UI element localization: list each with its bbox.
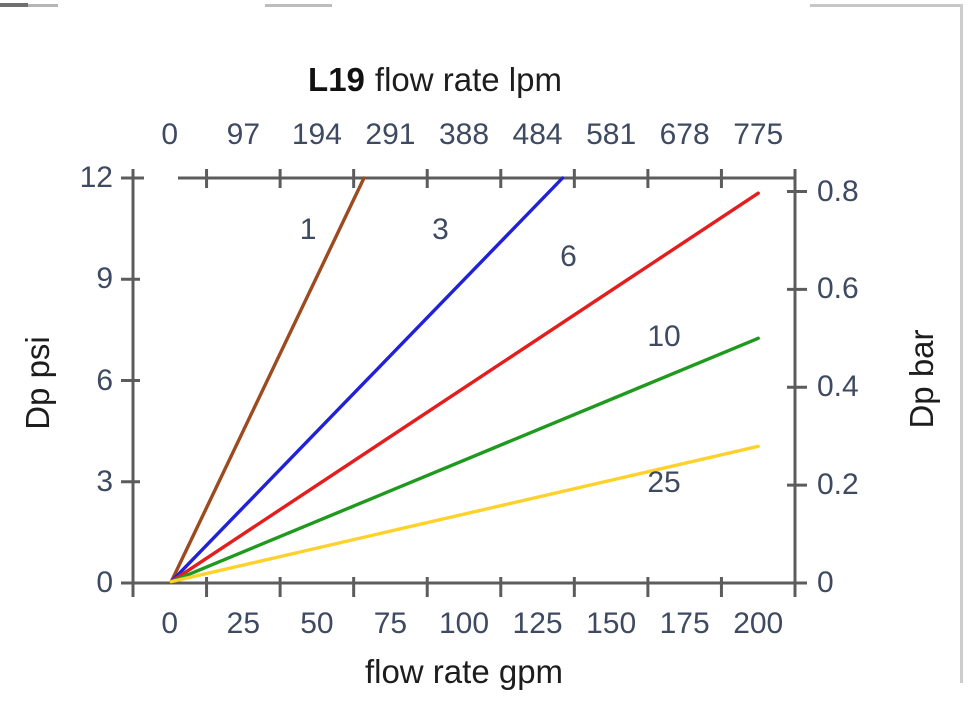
top-axis-label-194: 194 bbox=[291, 118, 342, 151]
top-axis-label-388: 388 bbox=[438, 118, 490, 151]
chart-title-text: flow rate lpm bbox=[374, 61, 562, 98]
series-label-6: 6 bbox=[560, 240, 577, 274]
series-line-1 bbox=[169, 176, 366, 584]
top-axis-label-775: 775 bbox=[733, 118, 784, 151]
top-axis-label-484: 484 bbox=[512, 118, 563, 151]
top-axis-label-581: 581 bbox=[586, 118, 637, 151]
bottom-axis-label-25: 25 bbox=[226, 607, 261, 640]
bottom-axis-label-200: 200 bbox=[733, 607, 784, 640]
left-axis-label-3: 3 bbox=[96, 464, 113, 498]
top-axis-gap bbox=[144, 174, 178, 182]
top-axis-label-97: 97 bbox=[226, 118, 261, 151]
bottom-axis-label-100: 100 bbox=[438, 607, 490, 640]
series-label-25: 25 bbox=[647, 466, 681, 500]
right-axis-label-0.6: 0.6 bbox=[817, 272, 859, 306]
top-axis-label-678: 678 bbox=[659, 118, 710, 151]
bottom-axis-label-125: 125 bbox=[512, 607, 563, 640]
window-border-top-mid bbox=[265, 4, 332, 7]
left-axis-label-0: 0 bbox=[96, 566, 113, 599]
bottom-axis-label-150: 150 bbox=[586, 607, 637, 640]
series-label-1: 1 bbox=[299, 213, 317, 247]
bottom-axis-label-50: 50 bbox=[300, 607, 334, 640]
right-axis-label-0.8: 0.8 bbox=[817, 174, 859, 208]
window-border-top-left-light bbox=[28, 4, 58, 7]
window-border-top-left-dark bbox=[0, 3, 28, 7]
right-axis-label-0.4: 0.4 bbox=[817, 370, 859, 404]
window-border-top-right bbox=[810, 4, 961, 7]
bottom-axis-label-75: 75 bbox=[373, 607, 408, 640]
left-axis-label-6: 6 bbox=[96, 363, 113, 397]
series-line-10 bbox=[169, 336, 760, 584]
series-label-10: 10 bbox=[647, 319, 681, 353]
chart-title: L19 flow rate lpm bbox=[308, 61, 562, 99]
bottom-axis-label-0: 0 bbox=[161, 607, 179, 640]
x-axis-bottom-title: flow rate gpm bbox=[364, 653, 564, 690]
right-axis-label-0.2: 0.2 bbox=[817, 468, 859, 502]
top-axis-label-0: 0 bbox=[161, 118, 179, 151]
left-axis-label-9: 9 bbox=[96, 262, 113, 296]
left-axis-label-12: 12 bbox=[79, 161, 113, 194]
top-axis-label-291: 291 bbox=[365, 118, 416, 151]
right-axis-label-0: 0 bbox=[817, 566, 834, 599]
plot-frame bbox=[131, 176, 797, 585]
series-line-25 bbox=[169, 444, 760, 584]
series-line-6 bbox=[169, 191, 760, 584]
bottom-axis-label-175: 175 bbox=[659, 607, 710, 640]
window-border-right bbox=[960, 4, 963, 683]
chart-title-model: L19 bbox=[308, 61, 365, 98]
series-line-3 bbox=[169, 176, 565, 584]
series-label-3: 3 bbox=[432, 213, 449, 247]
